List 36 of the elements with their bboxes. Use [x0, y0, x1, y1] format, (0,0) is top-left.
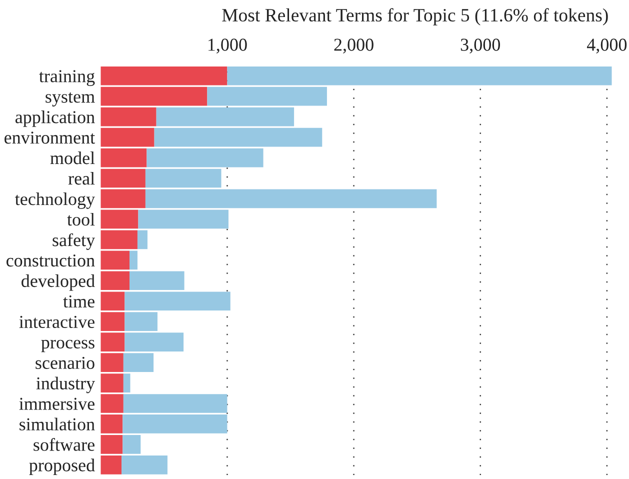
bar [100, 168, 146, 188]
bar [100, 128, 154, 147]
y-tick-label: real [68, 172, 95, 185]
y-tick-label: process [41, 340, 94, 352]
y-tick-label: safety [52, 233, 96, 250]
bar [146, 148, 264, 168]
x-tick-label: 2,000 [334, 38, 374, 54]
y-tick-label: construction [6, 254, 95, 267]
x-tick-label: 3,000 [460, 38, 500, 54]
bar [100, 189, 146, 208]
bar [100, 210, 138, 229]
x-tick-label: 1,000 [208, 38, 247, 54]
y-tick-label: system [46, 92, 95, 106]
y-tick-label: interactive [19, 316, 94, 328]
y-tick-label: application [16, 110, 95, 127]
y-tick-label: scenario [36, 356, 94, 369]
y-tick-label: tool [67, 212, 95, 226]
y-tick-label: software [34, 438, 94, 451]
bar [137, 230, 148, 250]
y-tick-label: industry [36, 376, 96, 394]
x-tick-label: 4,000 [586, 38, 627, 54]
y-tick-label: simulation [20, 418, 95, 430]
chart-title: Most Relevant Terms for Topic 5 (11.6% of tokens) [222, 8, 608, 26]
bar [154, 128, 322, 147]
y-tick-label: developed [22, 274, 95, 291]
y-tick-label: technology [15, 192, 96, 209]
bar [145, 189, 437, 208]
y-tick-label: model [50, 152, 95, 164]
y-tick-label: immersive [19, 398, 94, 410]
bar [138, 210, 228, 229]
y-tick-label: environment [4, 132, 95, 144]
y-tick-label: proposed [29, 458, 95, 476]
y-tick-label: training [39, 70, 95, 86]
bar [145, 168, 222, 188]
bar [100, 148, 147, 168]
y-tick-label: time [63, 295, 94, 308]
